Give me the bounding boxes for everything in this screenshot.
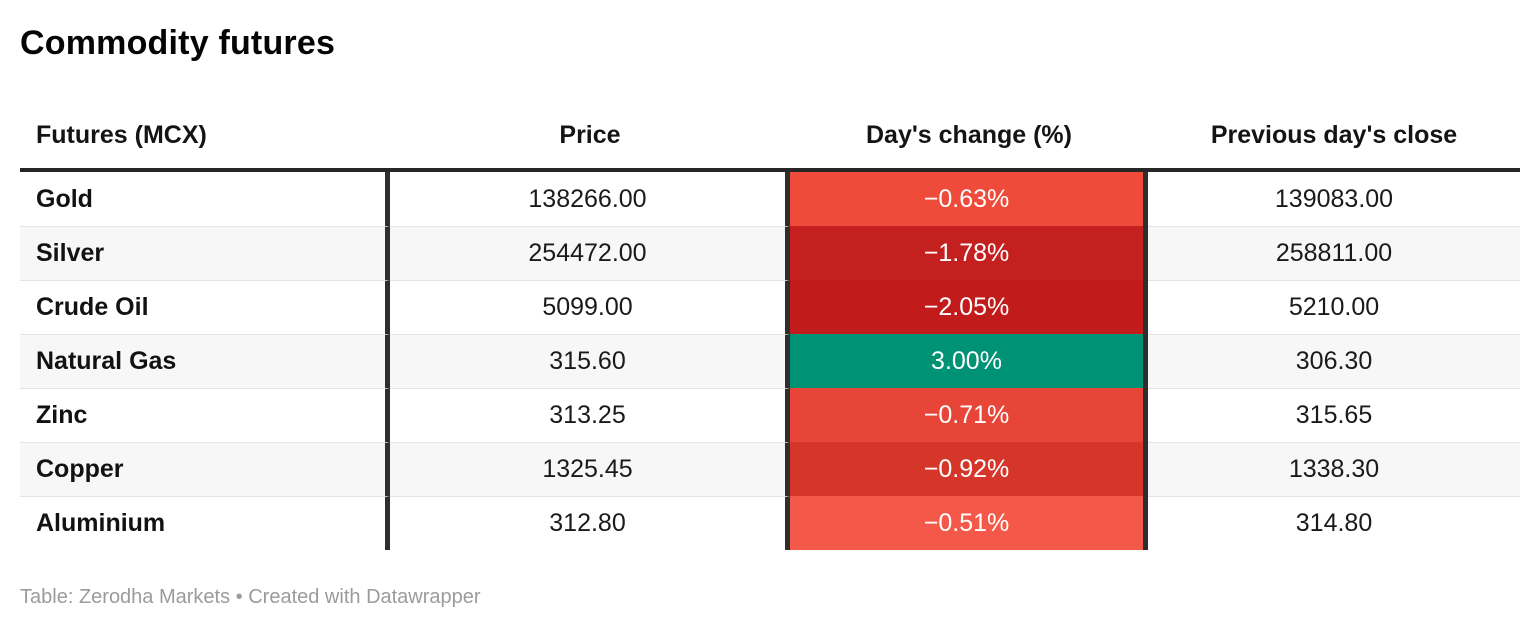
table-row: Aluminium 312.80 −0.51% 314.80 <box>20 496 1520 550</box>
table-row: Crude Oil 5099.00 −2.05% 5210.00 <box>20 280 1520 334</box>
footer-table-prefix: Table: <box>20 586 79 608</box>
previous-close-cell: 314.80 <box>1148 496 1520 550</box>
days-change-heatmap-cell: −1.78% <box>790 226 1148 280</box>
column-header-previous-close: Previous day's close <box>1210 120 1458 149</box>
price-cell: 315.60 <box>390 334 790 388</box>
days-change-heatmap-cell: 3.00% <box>790 334 1148 388</box>
price-cell: 5099.00 <box>390 280 790 334</box>
commodity-name-cell: Natural Gas <box>20 334 390 388</box>
previous-close-cell: 139083.00 <box>1274 184 1394 213</box>
days-change-heatmap-cell: −0.63% <box>790 172 1148 226</box>
days-change-heatmap-cell: −0.71% <box>790 388 1148 442</box>
table-row: Zinc 313.25 −0.71% 315.65 <box>20 388 1520 442</box>
price-cell: 313.25 <box>390 388 790 442</box>
source-link[interactable]: Zerodha Markets <box>78 586 231 608</box>
previous-close-cell: 306.30 <box>1148 334 1520 388</box>
commodity-name-cell: Gold <box>20 172 390 226</box>
table-body: Gold 138266.00 −0.63% 139083.00 Silver 2… <box>20 172 1520 550</box>
commodity-futures-page: Commodity futures Futures (MCX) Price Da… <box>0 22 1540 609</box>
table-row: Natural Gas 315.60 3.00% 306.30 <box>20 334 1520 388</box>
days-change-heatmap-cell: −0.51% <box>790 496 1148 550</box>
datawrapper-link[interactable]: Datawrapper <box>366 586 481 608</box>
previous-close-cell: 1338.30 <box>1148 442 1520 496</box>
price-cell: 138266.00 <box>390 172 790 226</box>
commodity-name-cell: Silver <box>20 226 390 280</box>
table-row: Copper 1325.45 −0.92% 1338.30 <box>20 442 1520 496</box>
previous-close-cell: 258811.00 <box>1148 226 1520 280</box>
column-header-days-change: Day's change (%) <box>865 120 1072 149</box>
column-header-price: Price <box>559 120 621 149</box>
days-change-heatmap-cell: −2.05% <box>790 280 1148 334</box>
table-header-row: Futures (MCX) Price Day's change (%) Pre… <box>20 116 1520 172</box>
commodity-futures-table: Futures (MCX) Price Day's change (%) Pre… <box>20 116 1520 550</box>
commodity-name-cell: Copper <box>20 442 390 496</box>
attribution-footer: Table: Zerodha Markets • Created with Da… <box>20 586 1520 609</box>
price-cell: 1325.45 <box>390 442 790 496</box>
days-change-heatmap-cell: −0.92% <box>790 442 1148 496</box>
commodity-name-cell: Zinc <box>20 388 390 442</box>
price-cell: 312.80 <box>390 496 790 550</box>
table-row: Silver 254472.00 −1.78% 258811.00 <box>20 226 1520 280</box>
page-title: Commodity futures <box>20 24 336 62</box>
previous-close-cell: 5210.00 <box>1148 280 1520 334</box>
commodity-name-cell: Aluminium <box>20 496 390 550</box>
commodity-name-cell: Crude Oil <box>20 280 390 334</box>
previous-close-cell: 315.65 <box>1148 388 1520 442</box>
price-cell: 254472.00 <box>390 226 790 280</box>
footer-separator: • Created with <box>230 586 367 608</box>
column-header-futures: Futures (MCX) <box>36 120 207 149</box>
table-row: Gold 138266.00 −0.63% 139083.00 <box>20 172 1520 226</box>
